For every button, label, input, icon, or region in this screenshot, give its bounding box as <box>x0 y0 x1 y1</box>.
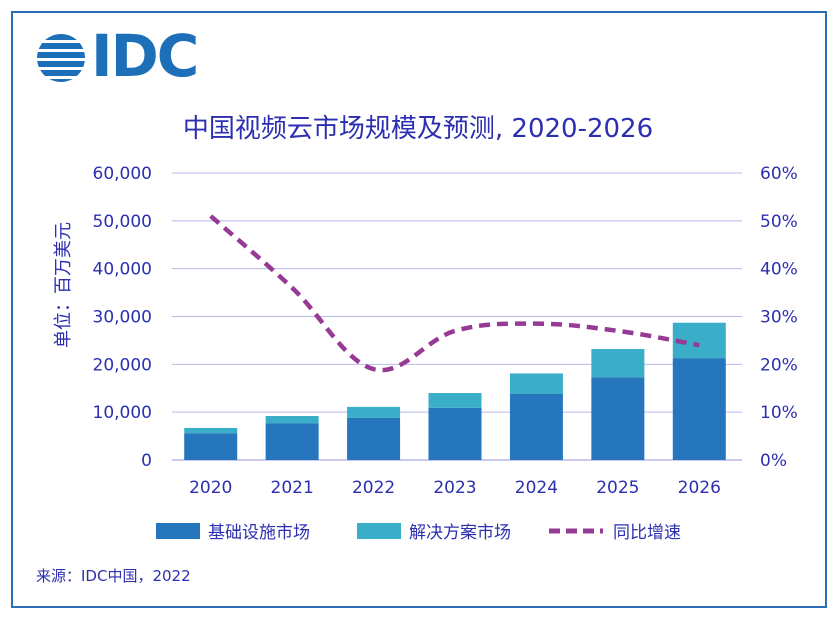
y2-tick-label: 40% <box>760 260 798 280</box>
bar-base <box>347 417 401 460</box>
bar-solution <box>347 406 401 418</box>
bar-base <box>184 433 238 460</box>
legend-label-base: 基础设施市场 <box>208 523 310 543</box>
chart-title: 中国视频云市场规模及预测, 2020-2026 <box>182 114 654 144</box>
y2-tick-label: 60% <box>760 164 798 184</box>
chart-frame <box>11 11 827 608</box>
x-tick-label: 2020 <box>189 478 232 498</box>
y-tick-label: 30,000 <box>93 308 152 328</box>
bar-base <box>672 358 726 460</box>
legend-swatch-solution <box>357 522 401 539</box>
x-tick-label: 2026 <box>678 478 721 498</box>
growth-line <box>209 214 700 373</box>
bar-solution <box>509 373 563 394</box>
legend-item-base: 基础设施市场 <box>156 518 310 543</box>
legend-item-solution: 解决方案市场 <box>357 518 511 543</box>
bar-base <box>265 423 319 460</box>
y-tick-label: 0 <box>141 451 152 471</box>
legend-swatch-base <box>156 522 200 539</box>
legend-item-growth: 同比增速 <box>547 518 681 543</box>
y-tick-label: 20,000 <box>93 355 152 375</box>
legend-label-growth: 同比增速 <box>613 523 681 543</box>
y-tick-label: 40,000 <box>93 260 152 280</box>
y2-tick-label: 20% <box>760 355 798 375</box>
y-tick-label: 50,000 <box>93 212 152 232</box>
y-tick-label: 10,000 <box>93 403 152 423</box>
y2-tick-label: 50% <box>760 212 798 232</box>
y2-tick-label: 10% <box>760 403 798 423</box>
bar-solution <box>265 415 319 424</box>
x-tick-label: 2023 <box>433 478 476 498</box>
y-tick-label: 60,000 <box>93 164 152 184</box>
x-tick-label: 2022 <box>352 478 395 498</box>
idc-logo-globe-icon <box>37 34 85 82</box>
y2-tick-label: 30% <box>760 308 798 328</box>
bar-solution <box>591 349 645 378</box>
x-tick-label: 2021 <box>271 478 314 498</box>
source-note: 来源：IDC中国，2022 <box>36 567 191 585</box>
legend-label-solution: 解决方案市场 <box>409 523 511 543</box>
bar-base <box>428 407 482 460</box>
y2-tick-label: 0% <box>760 451 787 471</box>
x-tick-label: 2025 <box>596 478 639 498</box>
x-tick-label: 2024 <box>515 478 558 498</box>
legend-swatch-growth <box>549 528 603 533</box>
bar-solution <box>428 393 482 408</box>
bar-base <box>509 393 563 460</box>
idc-logo-text: IDC <box>91 22 199 90</box>
bar-solution <box>184 427 238 434</box>
bar-base <box>591 377 645 460</box>
legend: 基础设施市场 解决方案市场 同比增速 <box>0 518 836 543</box>
